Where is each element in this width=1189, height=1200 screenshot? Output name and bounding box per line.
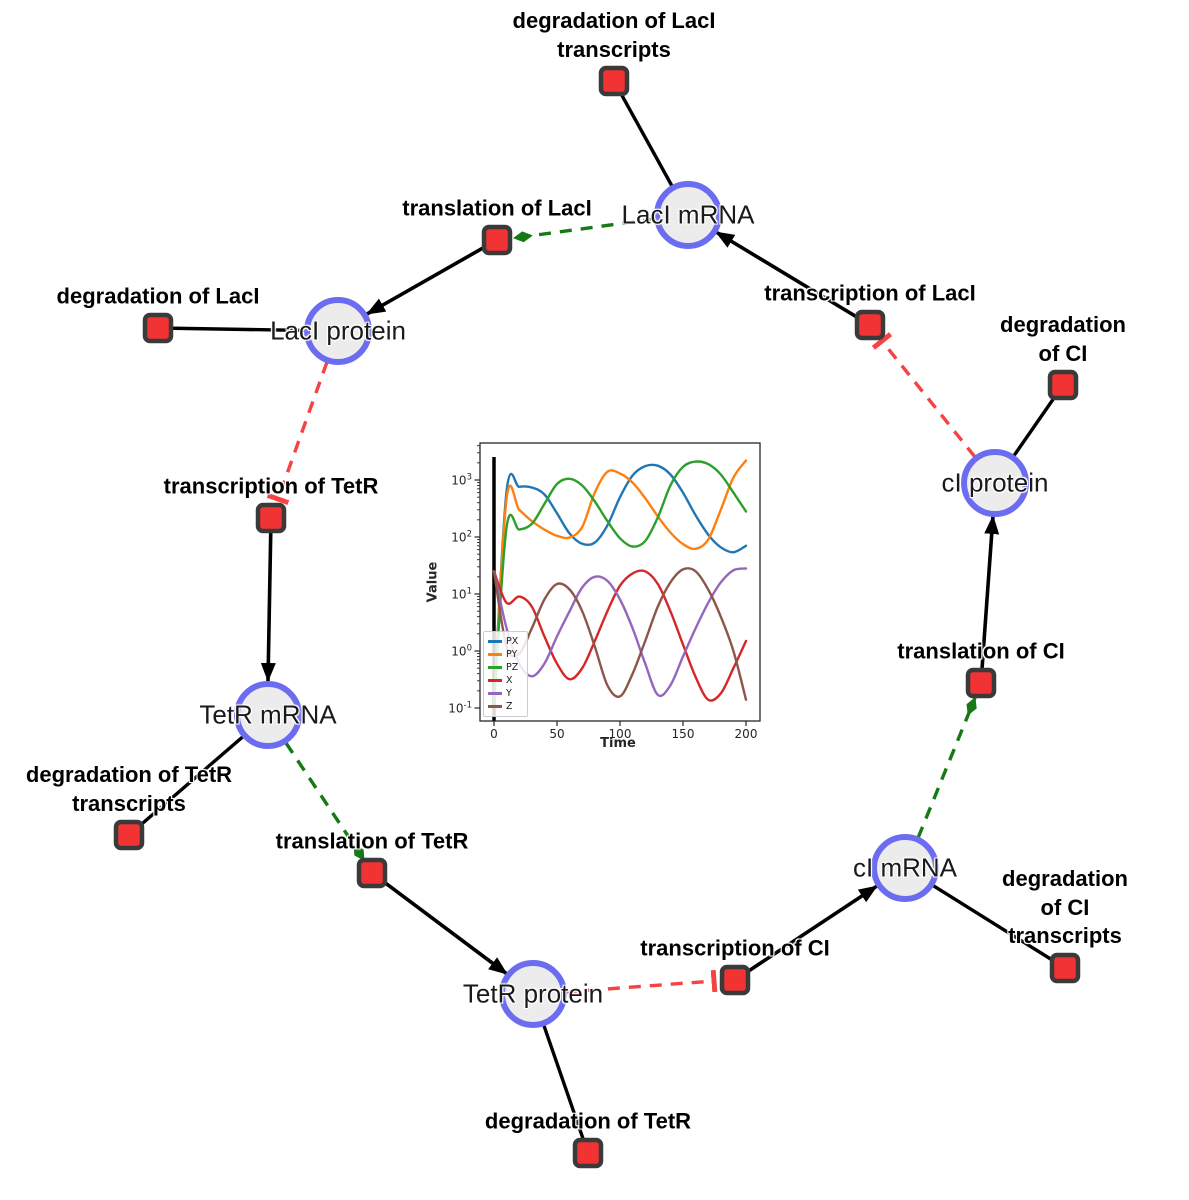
edge-transcription-of-ci-produces-ci-mrna [734, 884, 878, 982]
reaction-node-degradation-of-ci-transcripts[interactable] [1049, 952, 1081, 984]
chart-y-tick-label: 10-1 [448, 700, 472, 716]
chart-legend-line-sample [488, 679, 502, 682]
chart-legend-line-sample [488, 692, 502, 695]
reaction-label-degradation-of-ci: degradation of CI [1000, 311, 1126, 366]
reaction-label-degradation-of-laci: degradation of LacI [56, 283, 260, 309]
reaction-node-degradation-of-laci[interactable] [142, 312, 174, 344]
reaction-node-transcription-of-ci[interactable] [719, 964, 751, 996]
species-node-ci-mrna[interactable] [871, 834, 939, 902]
chart-series-Z [492, 567, 748, 701]
chart-legend-item-PZ: PZ [488, 661, 525, 674]
edge-translation-of-laci-produces-laci-protein [366, 238, 498, 316]
reaction-label-degradation-of-tetr-transcripts: degradation of TetR transcripts [25, 761, 233, 816]
reaction-node-translation-of-laci[interactable] [481, 224, 513, 256]
nodes-layer [113, 65, 1081, 1169]
reaction-label-degradation-of-tetr: degradation of TetR [484, 1108, 692, 1134]
reaction-label-transcription-of-tetr: transcription of TetR [163, 473, 379, 499]
species-node-tetr-protein[interactable] [499, 960, 567, 1028]
edge-ci-mrna-modifies-translation-of-ci [916, 697, 977, 839]
reaction-label-translation-of-tetr: translation of TetR [275, 828, 469, 854]
chart-legend-item-Z: Z [488, 700, 525, 713]
species-node-laci-mrna[interactable] [654, 181, 722, 249]
chart-legend-line-sample [488, 666, 502, 669]
chart-legend: PX PY PZ X Y Z [483, 631, 528, 717]
species-label-tetr-mrna: TetR mRNA [199, 699, 337, 730]
chart-y-tick-label: 101 [451, 586, 472, 602]
chart-legend-label: Z [506, 700, 513, 712]
chart-x-tick-label: 100 [608, 727, 632, 741]
chart-legend-label: X [506, 674, 513, 686]
chart-x-tick-label: 50 [549, 727, 565, 741]
chart-legend-line-sample [488, 640, 502, 643]
chart-legend-label: PX [506, 635, 519, 647]
chart-legend-item-PX: PX [488, 635, 525, 648]
edge-transcription-of-laci-produces-laci-mrna [715, 230, 871, 327]
reaction-node-translation-of-tetr[interactable] [356, 857, 388, 889]
chart-series-PZ [492, 460, 748, 705]
chart-y-tick-label: 103 [451, 472, 472, 488]
inset-chart [474, 442, 761, 726]
reaction-node-transcription-of-tetr[interactable] [255, 502, 287, 534]
chart-legend-item-X: X [488, 674, 525, 687]
chart-legend-label: Y [506, 687, 512, 699]
edge-translation-of-ci-produces-ci-protein [979, 515, 1000, 684]
reaction-node-degradation-of-tetr[interactable] [572, 1137, 604, 1169]
reaction-node-degradation-of-ci[interactable] [1047, 369, 1079, 401]
edge-laci-mrna-modifies-translation-of-laci [513, 217, 656, 243]
reaction-label-transcription-of-ci: transcription of CI [640, 935, 830, 961]
species-node-tetr-mrna[interactable] [234, 681, 302, 749]
reaction-node-degradation-of-laci-transcripts[interactable] [598, 65, 630, 97]
reaction-label-translation-of-laci: translation of LacI [402, 195, 592, 221]
chart-series-PX [492, 463, 748, 705]
reaction-node-translation-of-ci[interactable] [965, 667, 997, 699]
chart-legend-line-sample [488, 653, 502, 656]
chart-x-tick-label: 150 [671, 727, 695, 741]
edge-translation-of-tetr-produces-tetr-protein [370, 871, 509, 976]
edge-transcription-of-tetr-produces-tetr-mrna [260, 517, 276, 682]
reaction-node-transcription-of-laci[interactable] [854, 309, 886, 341]
reaction-node-degradation-of-tetr-transcripts[interactable] [113, 819, 145, 851]
chart-legend-line-sample [488, 705, 502, 708]
chart-xlabel: Time [600, 736, 636, 751]
edge-laci-protein-inhibits-transcription-of-tetr [266, 361, 329, 506]
species-label-ci-protein: cI protein [941, 467, 1049, 498]
chart-legend-item-PY: PY [488, 648, 525, 661]
edge-tetr-mrna-modifies-translation-of-tetr [284, 742, 366, 861]
species-label-laci-mrna: LacI mRNA [621, 199, 755, 230]
reaction-label-transcription-of-laci: transcription of LacI [764, 280, 976, 306]
species-node-laci-protein[interactable] [304, 297, 372, 365]
reaction-label-degradation-of-laci-transcripts: degradation of LacI transcripts [512, 7, 716, 62]
chart-legend-label: PY [506, 648, 518, 660]
species-node-ci-protein[interactable] [961, 449, 1029, 517]
reaction-label-translation-of-ci: translation of CI [897, 638, 1065, 664]
species-label-tetr-protein: TetR protein [462, 978, 604, 1009]
edge-tetr-protein-inhibits-transcription-of-ci [565, 969, 718, 994]
reaction-label-degradation-of-ci-transcripts: degradation of CI transcripts [1002, 866, 1128, 949]
chart-legend-item-Y: Y [488, 687, 525, 700]
chart-x-tick-label: 0 [490, 727, 498, 741]
chart-series-X [492, 569, 748, 702]
chart-y-tick-label: 102 [451, 529, 472, 545]
chart-ylabel: Value [425, 561, 441, 603]
chart-series-Y [492, 567, 748, 698]
species-label-ci-mrna: cI mRNA [853, 852, 957, 883]
chart-y-tick-label: 100 [451, 643, 472, 659]
species-label-laci-protein: LacI protein [270, 315, 406, 346]
chart-legend-label: PZ [506, 661, 519, 673]
chart-series-PY [492, 459, 748, 705]
chart-x-tick-label: 200 [734, 727, 758, 741]
edge-ci-protein-inhibits-transcription-of-laci [871, 332, 977, 459]
